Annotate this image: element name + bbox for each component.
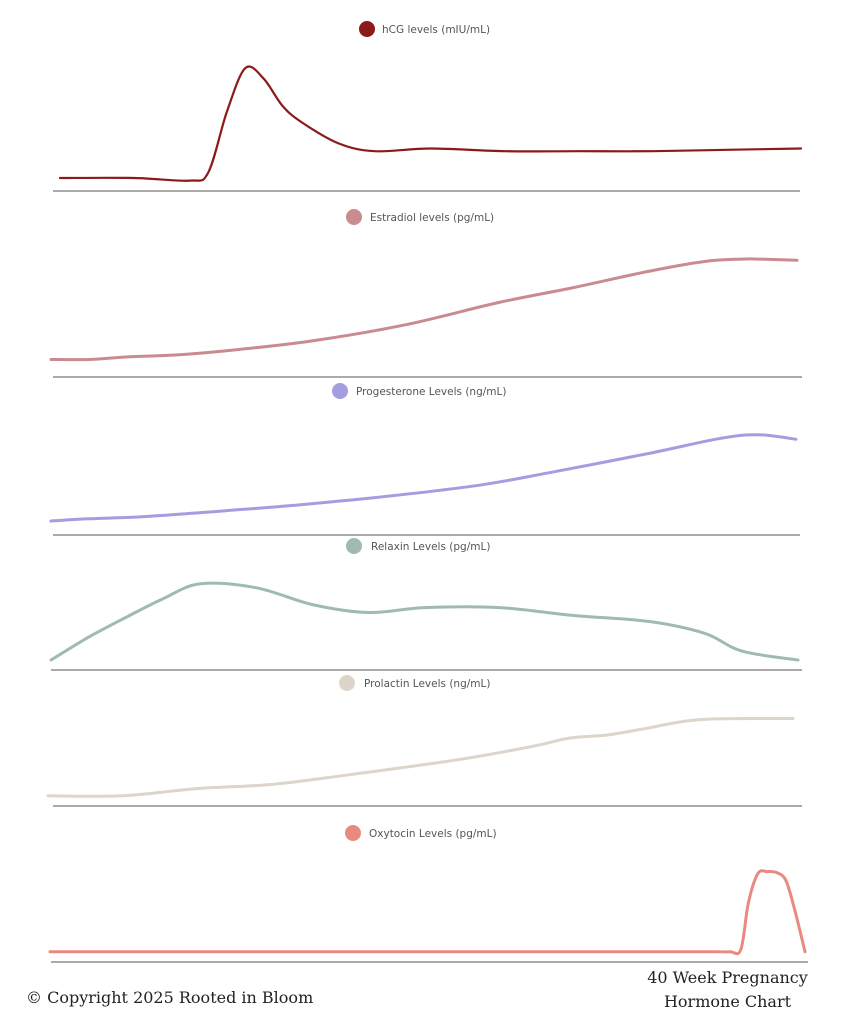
legend-dot-hcg <box>359 21 375 37</box>
series-line-relaxin <box>49 581 800 662</box>
legend-label-hcg: hCG levels (mIU/mL) <box>382 24 490 36</box>
legend-dot-oxytocin <box>345 825 361 841</box>
chart-title-line-2: Hormone Chart <box>663 992 792 1011</box>
legend-label-estradiol: Estradiol levels (pg/mL) <box>370 212 494 224</box>
series-line-progesterone <box>49 433 798 523</box>
series-line-oxytocin <box>48 869 807 956</box>
series-line-estradiol <box>49 257 799 362</box>
series-line-hcg <box>58 65 803 182</box>
legend-dot-relaxin <box>346 538 362 554</box>
panel-estradiol: Estradiol levels (pg/mL) <box>49 209 802 378</box>
legend-dot-progesterone <box>332 383 348 399</box>
panel-progesterone: Progesterone Levels (ng/mL) <box>49 383 800 536</box>
legend-dot-estradiol <box>346 209 362 225</box>
chart-title: 40 Week Pregnancy Hormone Chart <box>630 966 825 1014</box>
legend-label-prolactin: Prolactin Levels (ng/mL) <box>364 678 490 690</box>
series-line-prolactin <box>46 716 795 798</box>
chart-title-line-1: 40 Week Pregnancy <box>647 968 808 987</box>
panel-relaxin: Relaxin Levels (pg/mL) <box>49 538 802 671</box>
panel-hcg: hCG levels (mIU/mL) <box>53 21 803 192</box>
legend-label-progesterone: Progesterone Levels (ng/mL) <box>356 386 506 398</box>
legend-dot-prolactin <box>339 675 355 691</box>
panel-oxytocin: Oxytocin Levels (pg/mL) <box>48 825 808 963</box>
copyright-text: © Copyright 2025 Rooted in Bloom <box>26 988 314 1007</box>
legend-label-relaxin: Relaxin Levels (pg/mL) <box>371 541 490 553</box>
legend-label-oxytocin: Oxytocin Levels (pg/mL) <box>369 828 497 840</box>
panel-prolactin: Prolactin Levels (ng/mL) <box>46 675 802 807</box>
